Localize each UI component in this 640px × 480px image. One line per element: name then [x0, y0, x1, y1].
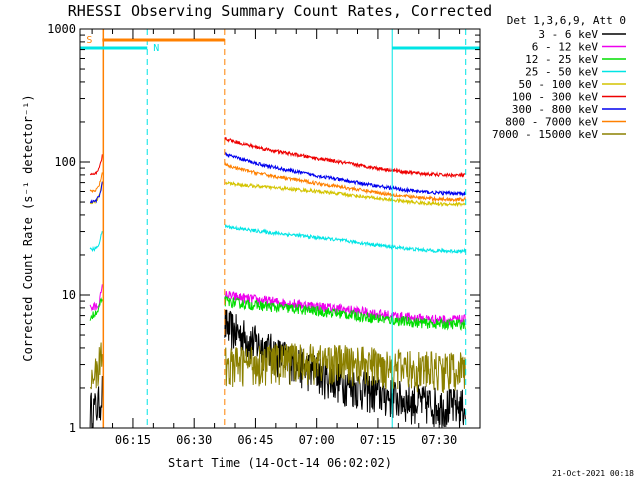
legend-label: 800 - 7000 keV — [505, 116, 598, 129]
plot-area — [80, 29, 480, 428]
legend-label: 25 - 50 keV — [525, 66, 598, 79]
series-1 — [89, 309, 466, 428]
series-9-post — [224, 343, 466, 394]
series-4-post — [224, 224, 466, 255]
x-tick-label: 07:00 — [299, 433, 335, 447]
plot-frame — [79, 28, 481, 429]
flag-label-s: S — [86, 35, 92, 46]
legend-label: 3 - 6 keV — [538, 28, 598, 41]
series-6-pre — [89, 154, 103, 176]
legend-label: 100 - 300 keV — [512, 91, 598, 104]
chart-title: RHESSI Observing Summary Count Rates, Co… — [68, 2, 492, 20]
legend-label: 50 - 100 keV — [519, 78, 599, 91]
series-4-pre — [89, 230, 103, 253]
x-tick-label: 07:30 — [421, 433, 457, 447]
series-3 — [89, 294, 466, 332]
y-tick-label: 1 — [69, 421, 76, 435]
series-9-pre — [90, 342, 103, 390]
x-axis-label: Start Time (14-Oct-14 06:02:02) — [168, 456, 392, 470]
y-tick-label: 10 — [62, 288, 76, 302]
series-6-post — [224, 137, 466, 179]
legend-label: 7000 - 15000 keV — [492, 128, 598, 141]
y-tick-label: 1000 — [47, 22, 76, 36]
x-tick-label: 06:15 — [115, 433, 151, 447]
legend-label: 6 - 12 keV — [532, 41, 599, 54]
series-5-post — [224, 180, 466, 208]
series-8-pre — [89, 172, 103, 194]
series-6 — [89, 137, 466, 179]
series-7-pre — [89, 181, 103, 204]
series-9 — [90, 342, 466, 394]
y-tick-label: 100 — [54, 155, 76, 169]
legend-label: 12 - 25 keV — [525, 53, 598, 66]
x-tick-label: 07:15 — [360, 433, 396, 447]
x-tick-label: 06:45 — [237, 433, 273, 447]
flag-label-n: N — [153, 43, 159, 54]
x-tick-label: 06:30 — [176, 433, 212, 447]
series-5 — [89, 180, 466, 208]
series-7-post — [224, 151, 466, 197]
series-8-post — [224, 162, 466, 203]
axes: S N 1 10 100 1000 06:15 06:30 06:45 07:00 07:15 07:… — [47, 22, 481, 447]
series-2-post — [224, 290, 466, 326]
series-1-post — [224, 309, 466, 428]
legend-label: 300 - 800 keV — [512, 103, 598, 116]
series-2-pre — [89, 284, 103, 312]
legend-title: Det 1,3,6,9, Att 0 — [507, 14, 626, 27]
series-3-pre — [89, 297, 103, 321]
y-axis-label: Corrected Count Rate (s⁻¹ detector⁻¹) — [21, 94, 35, 361]
series-8 — [89, 162, 466, 203]
series-3-post — [224, 294, 466, 332]
series-4 — [89, 224, 466, 255]
series-7 — [89, 151, 466, 204]
timestamp: 21-Oct-2021 00:18 — [552, 469, 634, 478]
